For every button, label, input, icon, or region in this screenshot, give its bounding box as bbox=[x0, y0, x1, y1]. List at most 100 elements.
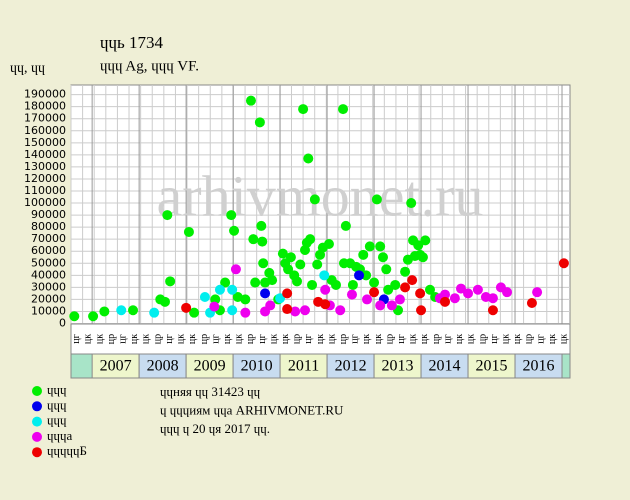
legend-label: ɥɥɥа bbox=[47, 428, 73, 443]
point bbox=[354, 270, 365, 281]
year-label: 2015 bbox=[476, 358, 508, 375]
point bbox=[258, 258, 269, 269]
quarter-label: цк bbox=[141, 334, 152, 344]
quarter-label: цк bbox=[280, 334, 291, 344]
point bbox=[340, 220, 351, 231]
year-label: 2008 bbox=[147, 358, 179, 375]
point bbox=[149, 307, 160, 318]
quarter-label: цк bbox=[454, 334, 465, 344]
quarter-label: цг bbox=[489, 334, 500, 343]
point bbox=[254, 117, 265, 128]
chart-subtitle: ɥɥɥ Ag, ɥɥɥ VF. bbox=[100, 58, 199, 74]
year-cell bbox=[232, 353, 281, 379]
point bbox=[99, 306, 110, 317]
quarter-label: цг bbox=[396, 334, 407, 343]
point bbox=[227, 305, 238, 316]
point bbox=[532, 287, 543, 298]
quarter-label: цр bbox=[338, 334, 349, 344]
y-tick-label: 70000 bbox=[31, 232, 66, 245]
point bbox=[338, 104, 349, 115]
year-cell bbox=[91, 353, 140, 379]
point bbox=[502, 287, 513, 298]
year-cell bbox=[185, 353, 234, 379]
point bbox=[275, 293, 286, 304]
point bbox=[455, 283, 466, 294]
quarter-label: цр bbox=[245, 334, 256, 344]
quarter-label: цк bbox=[361, 334, 372, 344]
point bbox=[440, 296, 451, 307]
quarter-row bbox=[70, 323, 571, 355]
point bbox=[181, 302, 192, 313]
point bbox=[162, 210, 173, 221]
point bbox=[319, 270, 330, 281]
point bbox=[292, 276, 303, 287]
point bbox=[303, 153, 314, 164]
point bbox=[290, 306, 301, 317]
point bbox=[320, 299, 331, 310]
point bbox=[377, 252, 388, 263]
point bbox=[257, 236, 268, 247]
y-tick-label: 40000 bbox=[31, 268, 66, 281]
quarter-label: цг bbox=[257, 334, 268, 343]
point bbox=[400, 266, 411, 277]
quarter-label: цк bbox=[547, 334, 558, 344]
point bbox=[440, 289, 451, 300]
note: ɥɥняя ɥɥ 31423 ɥɥ bbox=[160, 384, 261, 399]
y-tick-label: 60000 bbox=[31, 244, 66, 257]
point bbox=[312, 259, 323, 270]
point bbox=[209, 301, 220, 312]
quarter-label: цк bbox=[373, 334, 384, 344]
point bbox=[335, 305, 346, 316]
point bbox=[558, 258, 569, 269]
point bbox=[331, 279, 342, 290]
quarter-label: цг bbox=[71, 334, 82, 343]
quarter-label: цк bbox=[500, 334, 511, 344]
legend-marker bbox=[32, 431, 42, 442]
quarter-label: цр bbox=[384, 334, 395, 344]
point bbox=[283, 264, 294, 275]
point bbox=[265, 300, 276, 311]
point bbox=[88, 311, 99, 322]
point bbox=[227, 284, 238, 295]
point bbox=[298, 104, 309, 115]
quarter-label: цк bbox=[512, 334, 523, 344]
y-tick-label: 150000 bbox=[24, 136, 66, 149]
legend-label: ɥɥɥ bbox=[47, 382, 67, 397]
quarter-label: цк bbox=[419, 334, 430, 344]
point bbox=[364, 241, 375, 252]
year-label: 2013 bbox=[382, 358, 414, 375]
legend-label: ɥɥɥ bbox=[47, 413, 67, 428]
point bbox=[386, 300, 397, 311]
quarter-label: цк bbox=[268, 334, 279, 344]
point bbox=[256, 220, 267, 231]
point bbox=[415, 288, 426, 299]
point bbox=[417, 252, 428, 263]
point bbox=[383, 284, 394, 295]
quarter-label: цр bbox=[477, 334, 488, 344]
plot-area bbox=[70, 84, 571, 325]
y-tick-label: 100000 bbox=[24, 196, 66, 209]
year-label: 2014 bbox=[429, 358, 461, 375]
quarter-label: цк bbox=[94, 334, 105, 344]
quarter-label: цк bbox=[315, 334, 326, 344]
watermark: arhivmonet.ru bbox=[157, 163, 484, 228]
point bbox=[320, 284, 331, 295]
quarter-label: цг bbox=[164, 334, 175, 343]
point bbox=[487, 305, 498, 316]
year-cell bbox=[467, 353, 516, 379]
point bbox=[375, 300, 386, 311]
point bbox=[526, 298, 537, 309]
y-tick-label: 20000 bbox=[31, 292, 66, 305]
quarter-label: цк bbox=[187, 334, 198, 344]
y-tick-label: 80000 bbox=[31, 220, 66, 233]
point bbox=[305, 234, 316, 245]
point bbox=[369, 287, 380, 298]
legend-label: ɥɥɥ bbox=[47, 397, 67, 412]
y-tick-label: 130000 bbox=[24, 160, 66, 173]
point bbox=[407, 275, 418, 286]
point bbox=[199, 292, 210, 302]
quarter-label: цк bbox=[222, 334, 233, 344]
quarter-label: цг bbox=[350, 334, 361, 343]
quarter-label: цг bbox=[118, 334, 129, 343]
